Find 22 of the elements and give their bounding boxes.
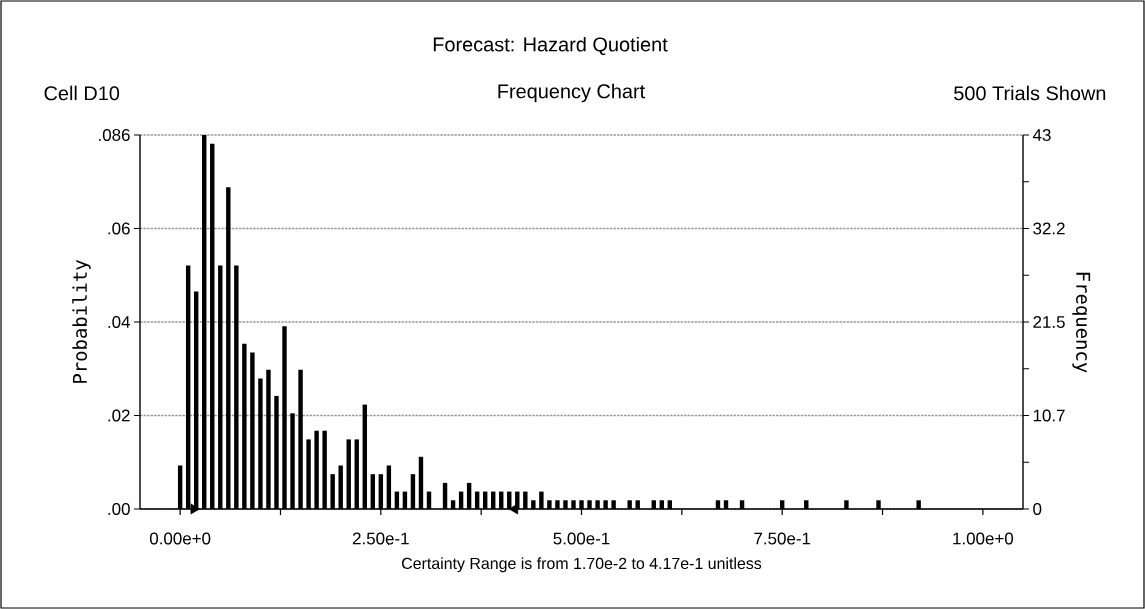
text: 500 Trials Shown xyxy=(954,85,1106,101)
chart-title: Forecast: Hazard Quotient xyxy=(433,36,668,56)
y-axis-title: Probability xyxy=(72,260,91,383)
y-tick-label: .00 xyxy=(108,502,130,515)
y2-axis-title: Frequency xyxy=(1072,272,1091,373)
y2-tick-label: 43 xyxy=(1032,128,1051,141)
y-tick-label: .086 xyxy=(99,128,130,141)
y2-tick-label: 10.7 xyxy=(1033,409,1065,422)
x-tick-label: 5.00e-1 xyxy=(553,532,610,545)
y-tick-label: .02 xyxy=(108,409,130,422)
x-tick-label: 0.00e+0 xyxy=(149,532,211,545)
x-tick-label: 2.50e-1 xyxy=(352,532,409,545)
x-tick-label: 7.50e-1 xyxy=(754,532,811,545)
x-axis-title: Certainty Range is from 1.70e-2 to 4.17e-1 unitless xyxy=(402,557,762,573)
y2-tick-label: 21.5 xyxy=(1033,315,1065,328)
y-tick-label: .06 xyxy=(108,222,130,235)
x-tick-label: 1.00e+0 xyxy=(953,532,1014,545)
y-tick-label: .04 xyxy=(108,315,130,328)
y2-tick-label: 0 xyxy=(1033,502,1042,515)
text: Cell D10 xyxy=(44,85,120,101)
chart-subtitle: Frequency Chart xyxy=(498,83,646,103)
y2-tick-label: 32.2 xyxy=(1033,222,1065,235)
